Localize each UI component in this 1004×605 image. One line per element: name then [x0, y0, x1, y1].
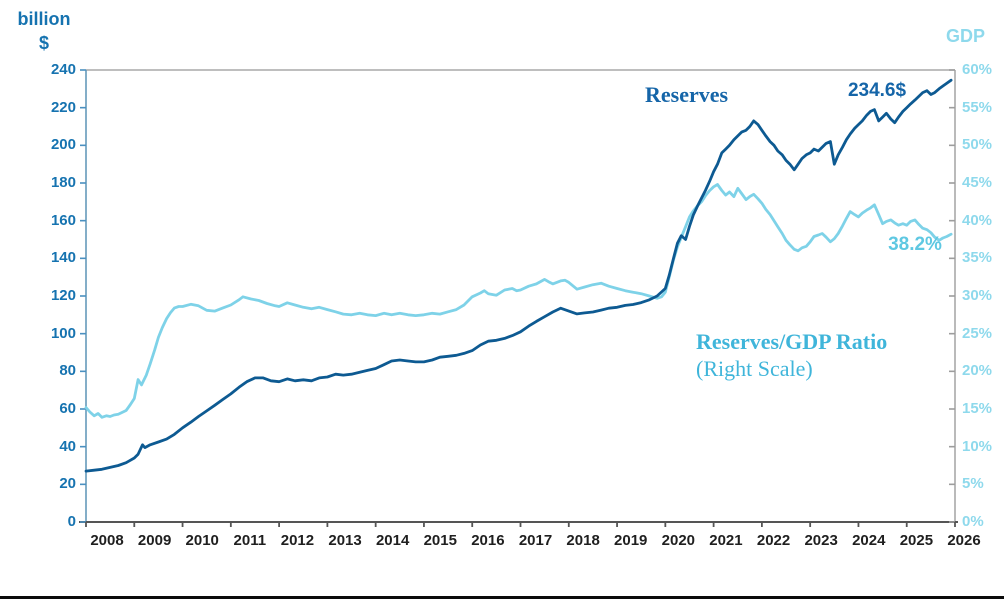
right-axis-tick-label: 35% [962, 249, 993, 267]
right-axis-tick-label: 30% [962, 287, 993, 304]
right-axis-tick-label: 15% [962, 400, 993, 417]
ratio-series-label: Reserves/GDP Ratio (Right Scale) [696, 301, 936, 382]
plot-border [79, 69, 958, 523]
x-axis-tick-label: 2015 [423, 532, 457, 549]
right-axis-tick-label: 60% [962, 61, 993, 78]
right-axis-tick-label: 5% [962, 475, 984, 493]
x-axis-tick-label: 2014 [375, 532, 410, 549]
x-axis-tick-label: 2024 [852, 532, 886, 549]
right-axis-tick-label: 50% [962, 136, 993, 154]
right-axis-tick-label: 55% [962, 98, 993, 116]
ratio-series-label-line1: Reserves/GDP Ratio [696, 329, 888, 354]
x-axis-ticks [85, 522, 956, 527]
left-axis-tick-label: 180 [50, 174, 76, 191]
reserves-polyline [84, 78, 953, 473]
right-axis-tick-label: 45% [962, 174, 993, 191]
left-axis-ticks [80, 69, 86, 523]
left-axis-tick-label: 140 [50, 249, 76, 267]
x-axis-tick-label: 2012 [280, 532, 315, 549]
left-axis-title: billion $ [17, 9, 71, 53]
right-axis-ticks [949, 69, 955, 523]
x-axis-tick-label: 2013 [328, 532, 362, 549]
left-axis-tick-label: 240 [50, 61, 76, 78]
x-axis-tick-label: 2008 [90, 532, 124, 549]
x-axis-tick-label: 2026 [947, 532, 981, 549]
ratio-polyline [84, 183, 953, 419]
x-axis-tick-label: 2011 [233, 532, 267, 549]
left-axis-tick-label: 100 [50, 324, 76, 342]
x-axis-tick-label: 2020 [661, 532, 696, 549]
x-axis-tick-label: 2021 [709, 532, 743, 549]
x-axis-tick-label: 2010 [185, 532, 219, 549]
ratio-series-label-line2: (Right Scale) [696, 356, 813, 381]
bottom-divider [0, 596, 1004, 599]
reserves-series-label: Reserves [645, 82, 729, 107]
left-axis-tick-label: 40 [59, 437, 76, 455]
right-axis-tick-label: 25% [962, 324, 993, 342]
x-axis-tick-label: 2017 [518, 532, 553, 549]
right-axis-tick-label: 40% [962, 211, 993, 229]
x-axis-tick-label: 2023 [804, 532, 838, 549]
right-axis-tick-label: 10% [962, 437, 993, 455]
left-axis-tick-label: 160 [50, 211, 76, 229]
ratio-line-series [84, 183, 953, 419]
right-axis-tick-label: 20% [962, 362, 993, 380]
x-axis-tick-label: 2018 [566, 532, 600, 549]
x-axis-tick-label: 2009 [137, 532, 172, 549]
left-axis-tick-label: 220 [50, 98, 76, 116]
right-axis-tick-label: 0% [962, 513, 984, 530]
x-axis-tick-label: 2016 [471, 532, 505, 549]
reserves-end-value-label: 234.6$ [847, 80, 907, 101]
left-axis-tick-label: 120 [50, 287, 76, 304]
left-axis-tick-label: 60 [59, 400, 76, 417]
left-axis-tick-label: 200 [50, 136, 76, 154]
x-axis-tick-label: 2025 [899, 532, 934, 549]
left-axis-tick-label: 80 [59, 362, 76, 380]
ratio-end-value-label: 38.2% [888, 234, 942, 255]
x-axis-tick-label: 2022 [756, 532, 791, 549]
right-axis-title: GDP [946, 26, 986, 46]
reserves-line-series [84, 78, 953, 473]
x-axis-tick-label: 2019 [614, 532, 648, 549]
left-axis-tick-label: 0 [67, 513, 76, 530]
left-axis-tick-label: 20 [59, 475, 76, 493]
